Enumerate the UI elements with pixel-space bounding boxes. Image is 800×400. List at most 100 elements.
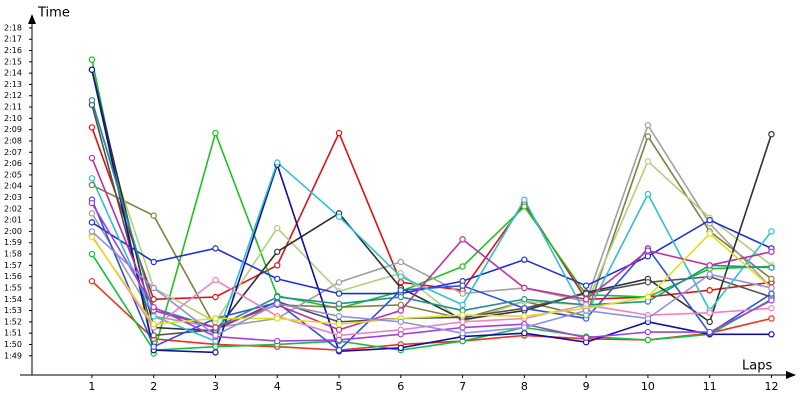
series-line xyxy=(91,253,772,351)
point xyxy=(212,276,219,284)
y-tick-label: 1:49 xyxy=(4,351,22,360)
point xyxy=(768,264,775,271)
point xyxy=(397,307,405,314)
point xyxy=(521,305,528,312)
point xyxy=(644,253,652,260)
y-tick-label: 2:10 xyxy=(4,114,22,123)
point xyxy=(521,329,528,337)
point xyxy=(212,315,219,322)
point xyxy=(768,331,775,338)
point xyxy=(397,279,405,286)
y-tick-label: 1:59 xyxy=(4,238,22,247)
point xyxy=(88,175,96,182)
point xyxy=(274,293,281,301)
point xyxy=(150,343,157,350)
point xyxy=(150,303,157,311)
point xyxy=(397,301,405,309)
point xyxy=(768,290,775,297)
point xyxy=(706,262,713,269)
point xyxy=(644,247,652,254)
point xyxy=(88,228,96,235)
series-line xyxy=(91,134,772,329)
point xyxy=(88,277,96,285)
y-tick-label: 2:03 xyxy=(4,193,22,202)
point xyxy=(150,320,157,328)
point xyxy=(768,248,775,255)
point xyxy=(706,287,713,294)
point xyxy=(397,344,405,352)
x-tick-label: 5 xyxy=(336,380,343,393)
point xyxy=(150,212,157,219)
x-tick-label: 11 xyxy=(703,380,717,393)
point xyxy=(459,324,466,331)
point xyxy=(212,245,219,252)
series-line xyxy=(91,157,772,331)
point xyxy=(459,263,466,270)
y-tick-label: 2:01 xyxy=(4,216,22,225)
point xyxy=(521,296,528,303)
point xyxy=(88,233,96,241)
series-line xyxy=(91,69,772,354)
point xyxy=(335,129,343,137)
y-tick-label: 1:52 xyxy=(4,317,22,326)
point xyxy=(768,305,775,312)
point xyxy=(150,258,157,266)
y-tick-label: 1:54 xyxy=(4,295,22,304)
point xyxy=(459,318,466,326)
point xyxy=(459,236,466,243)
y-tick-label: 1:55 xyxy=(4,283,22,292)
point xyxy=(150,284,157,292)
point xyxy=(768,130,775,138)
point xyxy=(88,199,96,207)
y-tick-label: 1:53 xyxy=(4,306,22,315)
y-tick-label: 2:14 xyxy=(4,69,22,78)
point xyxy=(644,190,652,198)
y-tick-label: 2:00 xyxy=(4,227,22,236)
point xyxy=(274,159,281,166)
point xyxy=(521,324,528,331)
point xyxy=(706,216,713,224)
point xyxy=(397,287,405,294)
point xyxy=(88,250,96,258)
x-tick-label: 2 xyxy=(150,380,157,393)
series-line xyxy=(91,199,772,352)
x-axis-title: Laps xyxy=(742,359,772,374)
point xyxy=(644,279,652,286)
point xyxy=(521,196,528,203)
point xyxy=(88,124,96,131)
point xyxy=(459,329,466,337)
series-line xyxy=(91,104,772,337)
point xyxy=(335,336,343,344)
point xyxy=(644,315,652,322)
x-tick-label: 4 xyxy=(274,380,281,393)
y-tick-label: 1:57 xyxy=(4,261,22,270)
point xyxy=(644,328,652,336)
point xyxy=(582,307,590,314)
series-line xyxy=(91,219,772,295)
y-axis-title: Time xyxy=(37,6,70,21)
point xyxy=(150,296,157,303)
y-tick-label: 2:16 xyxy=(4,46,22,55)
point xyxy=(335,279,343,286)
series-line xyxy=(91,232,772,325)
y-tick-label: 2:08 xyxy=(4,136,22,145)
y-tick-label: 2:12 xyxy=(4,91,22,100)
y-tick-label: 2:15 xyxy=(4,57,22,66)
point xyxy=(644,121,652,129)
series-line xyxy=(91,127,772,301)
point xyxy=(274,315,281,322)
y-tick-label: 2:04 xyxy=(4,182,22,191)
point xyxy=(644,158,652,165)
point xyxy=(459,301,466,309)
point xyxy=(212,349,219,356)
series-line xyxy=(91,235,772,337)
point xyxy=(644,336,652,344)
point xyxy=(88,181,96,189)
point xyxy=(212,332,219,339)
point xyxy=(88,56,96,63)
y-axis-arrow xyxy=(28,14,36,24)
point xyxy=(768,228,775,235)
series-line xyxy=(91,123,773,329)
x-tick-label: 7 xyxy=(459,380,466,393)
